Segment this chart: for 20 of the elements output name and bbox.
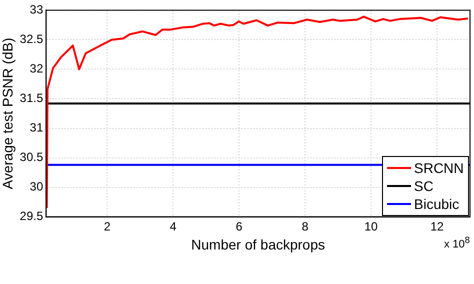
legend-label: Bicubic [414,194,460,213]
legend-label: SRCNN [414,158,464,177]
x-tick-label: 4 [170,219,177,234]
y-tick-label: 31 [30,120,44,135]
y-tick-label: 33 [30,2,44,17]
y-axis-title: Average test PSNR (dB) [0,38,16,190]
x-tick-label: 6 [236,219,243,234]
y-tick-label: 30 [30,180,44,194]
y-tick-label: 32 [30,62,44,76]
y-tick-label: 29.5 [20,209,44,224]
x-tick-label: 12 [430,219,444,234]
y-tick-label: 32.5 [20,32,44,46]
y-tick-label: 30.5 [20,150,44,164]
x-axis-title: Number of backprops [191,236,325,252]
legend-label: SC [414,176,434,195]
x-tick-label: 8 [302,219,309,234]
x-tick-label: 10 [364,219,378,234]
text: x 10$^{8}$ [444,234,470,250]
y-tick-label: 31.5 [20,91,44,106]
x-tick-label: 2 [104,219,111,234]
